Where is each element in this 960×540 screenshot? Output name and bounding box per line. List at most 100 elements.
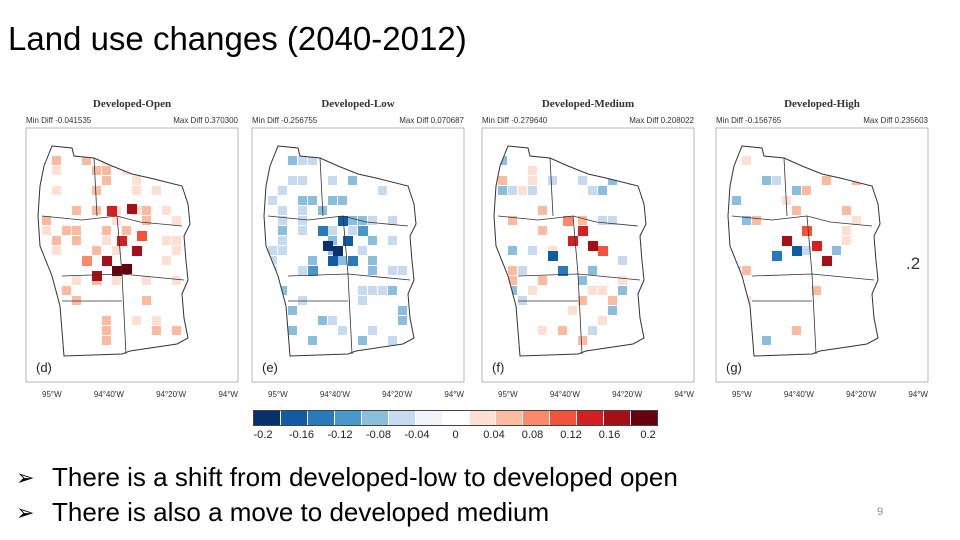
bullet-item: ➢ There is a shift from developed-low to… bbox=[16, 460, 678, 495]
map-cell bbox=[358, 286, 367, 295]
map-cell bbox=[308, 156, 317, 165]
panel-letter: (g) bbox=[726, 360, 742, 375]
map-cell bbox=[52, 326, 61, 335]
map-cell bbox=[588, 166, 597, 175]
map-cell bbox=[348, 176, 357, 185]
map-cell bbox=[618, 276, 627, 285]
map-cell bbox=[152, 326, 161, 335]
map-cell bbox=[338, 256, 347, 265]
map-cell bbox=[598, 186, 607, 195]
map-cell bbox=[152, 316, 161, 325]
map-cell bbox=[92, 246, 101, 255]
map-cell bbox=[608, 176, 617, 185]
map-cell bbox=[102, 226, 111, 235]
map-cell bbox=[528, 176, 537, 185]
colorbar-label: -0.16 bbox=[288, 429, 315, 441]
bullet-text: There is also a move to developed medium bbox=[52, 497, 550, 527]
map-cell bbox=[732, 316, 741, 325]
map-cell bbox=[318, 226, 328, 236]
map-cell bbox=[268, 256, 277, 265]
map-cell bbox=[508, 186, 517, 195]
panel-letter: (d) bbox=[36, 360, 52, 375]
tick-label: 94°W bbox=[218, 390, 238, 399]
map-panel-developed-medium: Developed-Medium Min Diff -0.279640 Max … bbox=[478, 96, 698, 404]
map-cell bbox=[578, 226, 588, 236]
map-cell bbox=[742, 266, 751, 275]
map-cell bbox=[308, 196, 317, 205]
map-cell bbox=[538, 326, 547, 335]
map-cell bbox=[52, 186, 61, 195]
map-cell bbox=[52, 316, 61, 325]
map-cell bbox=[558, 266, 568, 276]
bullet-list: ➢ There is a shift from developed-low to… bbox=[16, 460, 678, 530]
county-boundary bbox=[61, 273, 185, 281]
map-cell bbox=[308, 336, 317, 345]
map-cell bbox=[288, 306, 297, 315]
map-cell bbox=[298, 216, 307, 225]
min-diff-label: Min Diff -0.256755 bbox=[252, 116, 318, 125]
map-cell bbox=[568, 236, 578, 246]
map-cell bbox=[52, 326, 61, 335]
map-cell bbox=[528, 246, 537, 255]
map-cell bbox=[388, 286, 397, 295]
map-cell bbox=[388, 216, 397, 225]
map-cell bbox=[162, 206, 171, 215]
colorbar-swatch bbox=[577, 411, 605, 425]
region-outline bbox=[493, 145, 647, 357]
map-cell bbox=[732, 196, 741, 205]
tick-label: 94°20'W bbox=[156, 390, 187, 399]
map-cell bbox=[298, 206, 307, 215]
map-cell bbox=[308, 266, 318, 276]
map-cell bbox=[82, 256, 92, 266]
map-cell bbox=[368, 216, 377, 225]
colorbar-swatch bbox=[334, 411, 362, 425]
map-cell bbox=[508, 266, 517, 275]
map-cell bbox=[368, 326, 377, 335]
map-cell bbox=[538, 226, 547, 235]
map-cell bbox=[42, 326, 51, 335]
map-cell bbox=[368, 166, 377, 175]
colorbar-swatch bbox=[361, 411, 389, 425]
map-cell bbox=[398, 306, 407, 315]
map-cell bbox=[162, 256, 171, 265]
map-frame bbox=[715, 127, 929, 383]
tick-label: 94°W bbox=[444, 390, 464, 399]
region-outline bbox=[37, 145, 191, 357]
map-cell bbox=[122, 264, 132, 274]
map-cell bbox=[752, 216, 761, 225]
map-cell bbox=[398, 316, 407, 325]
map-cell bbox=[598, 286, 607, 295]
min-diff-label: Min Diff -0.041535 bbox=[26, 116, 92, 125]
map-cell bbox=[132, 176, 141, 185]
county-boundary bbox=[93, 157, 98, 217]
county-boundary bbox=[751, 273, 875, 281]
map-cell bbox=[172, 326, 181, 335]
map-cell bbox=[388, 266, 397, 275]
colorbar bbox=[253, 410, 658, 426]
min-diff-label: Min Diff -0.156765 bbox=[716, 116, 782, 125]
map-cell bbox=[358, 336, 367, 345]
map-cell bbox=[102, 166, 111, 175]
map-cell bbox=[308, 256, 317, 265]
map-frame bbox=[25, 127, 239, 383]
map-cell bbox=[298, 196, 307, 205]
map-cell bbox=[608, 306, 617, 315]
map-cell bbox=[288, 176, 297, 185]
map-cell bbox=[298, 226, 307, 235]
colorbar-swatch bbox=[523, 411, 551, 425]
map-cell bbox=[358, 296, 367, 305]
map-cell bbox=[72, 206, 81, 215]
map-cell bbox=[268, 336, 277, 345]
map-cell bbox=[278, 286, 287, 295]
map-cell bbox=[598, 216, 607, 225]
map-cell bbox=[578, 156, 587, 165]
map-cell bbox=[72, 296, 81, 305]
map-cell bbox=[618, 256, 627, 265]
map-cell bbox=[102, 176, 111, 185]
map-cell bbox=[538, 276, 547, 285]
map-cell bbox=[323, 241, 333, 251]
colorbar-label: 0.04 bbox=[483, 429, 505, 441]
map-developed-low bbox=[251, 127, 465, 383]
county-boundary bbox=[517, 273, 641, 281]
map-cell bbox=[538, 206, 547, 215]
